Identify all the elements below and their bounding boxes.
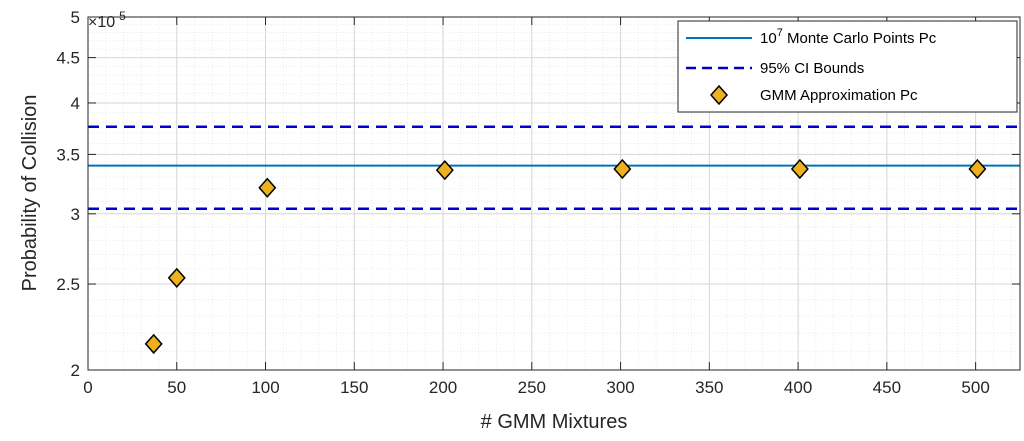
x-tick-label: 150 [340, 378, 368, 397]
y-exponent-power: -5 [115, 9, 126, 23]
gmm-data-point [167, 267, 186, 289]
minor-grid [88, 17, 1020, 370]
x-tick-label: 450 [873, 378, 901, 397]
x-tick-label: 300 [606, 378, 634, 397]
gmm-data-point [613, 158, 632, 180]
x-tick-label: 100 [251, 378, 279, 397]
legend-label-monte-carlo: 107 Monte Carlo Points Pc [760, 27, 937, 47]
legend-label-gmm: GMM Approximation Pc [760, 87, 918, 104]
series-layer [88, 125, 1020, 355]
x-tick-label: 400 [784, 378, 812, 397]
gmm-data-point [258, 177, 277, 198]
legend-box [677, 20, 1018, 113]
gmm-data-point [435, 160, 454, 181]
y-tick-label: 4 [71, 94, 80, 113]
gmm-data-point [968, 158, 987, 180]
x-tick-label: 500 [961, 378, 989, 397]
legend: 107 Monte Carlo Points Pc 95% CI Bounds … [677, 20, 1018, 113]
legend-label-sup: 7 [777, 27, 783, 39]
y-exponent-label: ×10-5 [88, 9, 126, 31]
x-axis-label: # GMM Mixtures [481, 411, 628, 433]
x-tick-label: 200 [429, 378, 457, 397]
x-tick-label: 250 [518, 378, 546, 397]
legend-swatch-gmm [709, 84, 729, 106]
legend-label-ci: 95% CI Bounds [760, 60, 864, 77]
axis-ticks [87, 16, 1020, 371]
gmm-data-point [790, 158, 809, 180]
y-tick-label: 4.5 [56, 49, 80, 68]
x-tick-labels: 0 50 100 150 200 250 300 350 400 450 500 [83, 378, 990, 397]
legend-label-rest: Monte Carlo Points Pc [783, 30, 937, 47]
y-tick-label: 5 [71, 8, 80, 27]
y-tick-labels: 2 2.5 3 3.5 4 4.5 5 [56, 8, 80, 380]
y-axis-label: Probability of Collision [19, 95, 41, 292]
x-tick-label: 0 [83, 378, 92, 397]
gmm-data-point [144, 333, 163, 355]
y-tick-label: 3.5 [56, 145, 80, 164]
y-tick-label: 2.5 [56, 275, 80, 294]
x-tick-label: 350 [695, 378, 723, 397]
plot-frame [87, 16, 1021, 371]
y-tick-label: 3 [71, 205, 80, 224]
y-exponent-base: ×10 [88, 14, 115, 31]
x-tick-label: 50 [167, 378, 186, 397]
legend-label-base: 10 [760, 30, 777, 47]
y-tick-label: 2 [71, 361, 80, 380]
